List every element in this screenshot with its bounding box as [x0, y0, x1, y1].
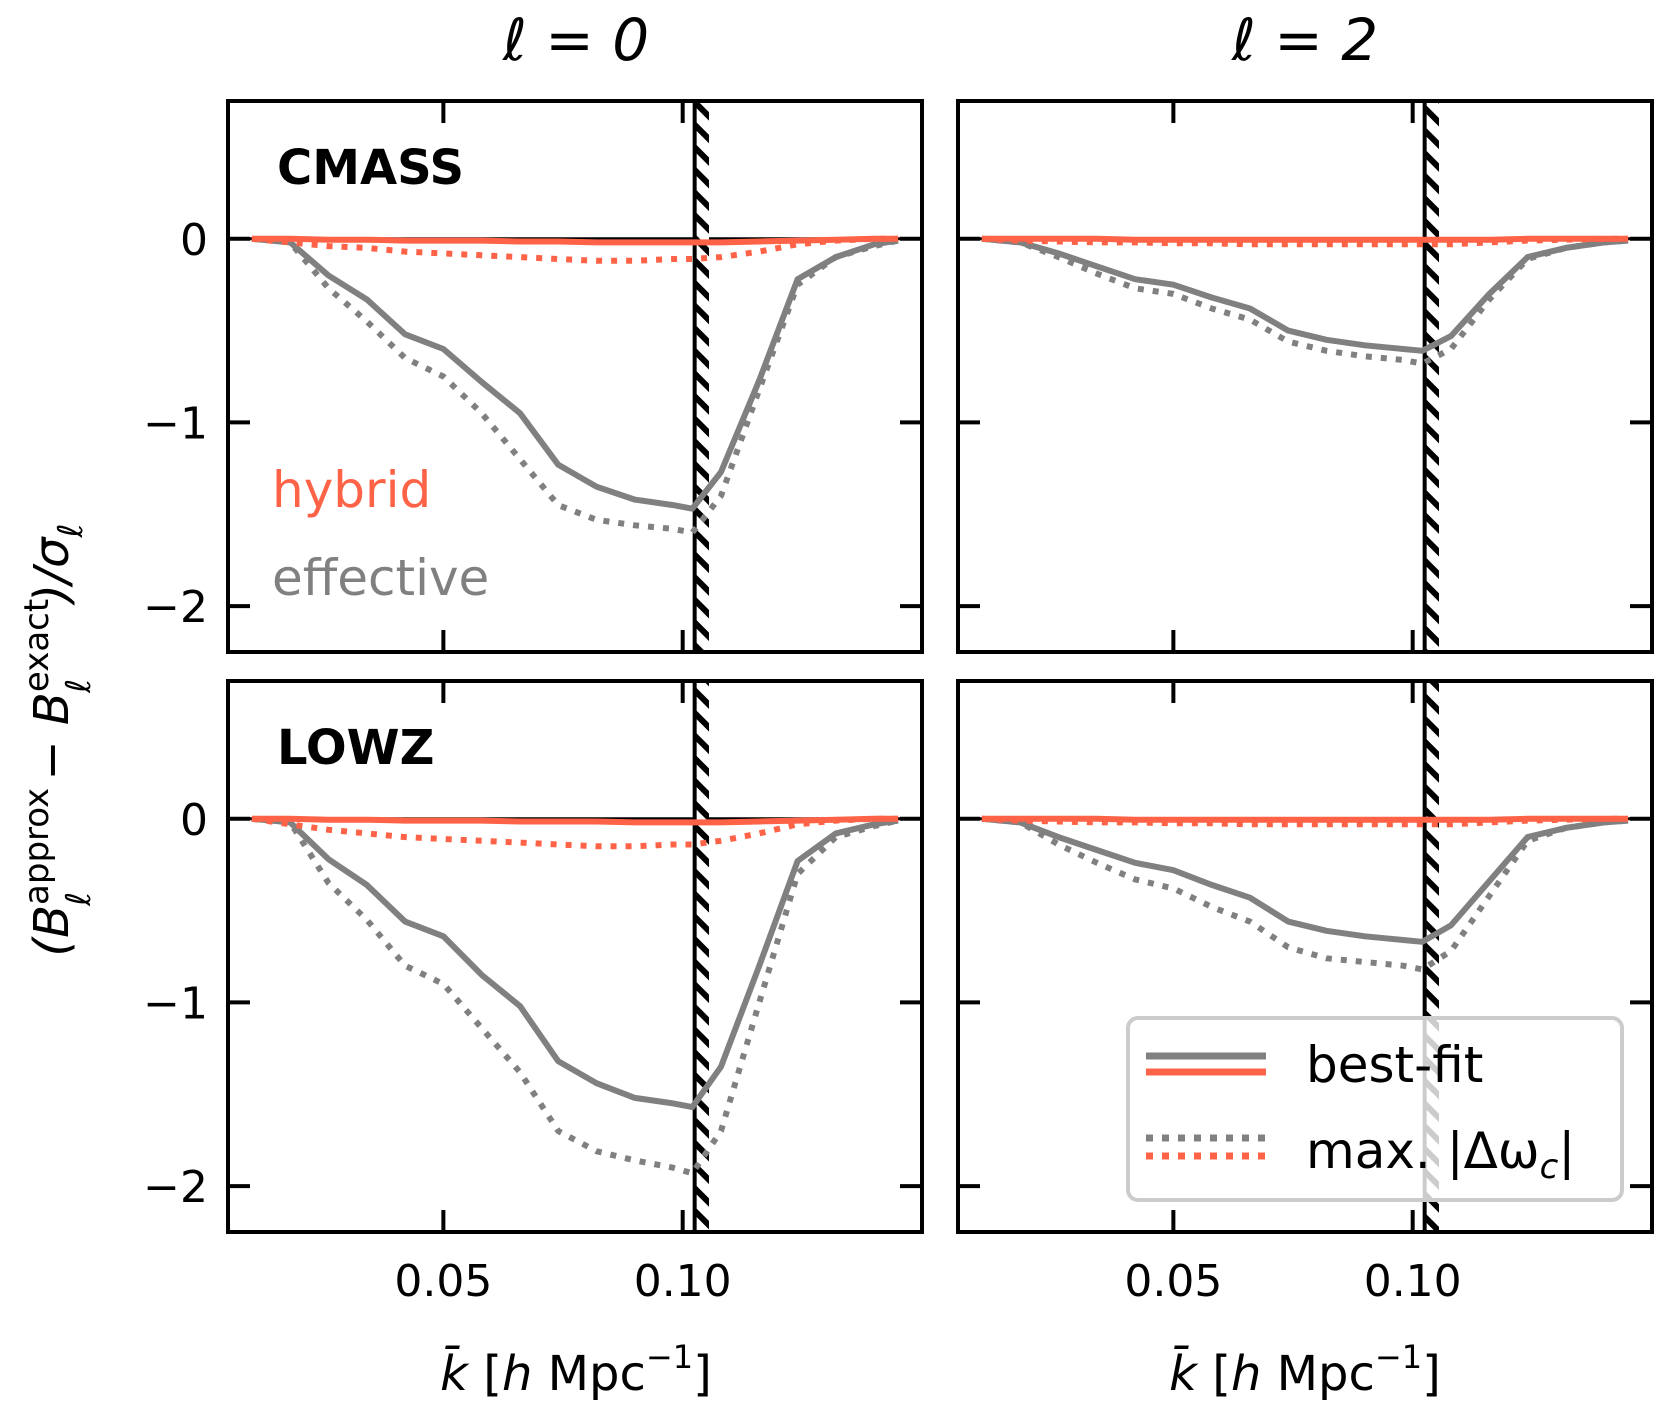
ytick-label: −1 — [143, 978, 208, 1029]
series-effective-max — [251, 235, 899, 536]
column-title-l2: ℓ = 2 — [1231, 6, 1378, 74]
panels: 0 −1 −2 CMASS 0 −1 −2 0.05 0.10 LOWZ 0.05 0.10 — [143, 99, 1654, 1307]
series-hybrid-max — [981, 235, 1629, 248]
y-axis-label: (Bapproxℓ − Bexactℓ)/σℓ — [17, 523, 99, 956]
series-effective-max — [981, 815, 1629, 973]
ytick-label: 0 — [180, 215, 208, 266]
ylabel-sub3: ℓ — [51, 523, 91, 538]
x-axis-label-right: k̄ [h Mpc−1] — [1169, 1338, 1441, 1402]
series-hybrid-best-fit — [251, 815, 899, 826]
ytick-label: −1 — [143, 398, 208, 449]
series-effective-best-fit — [981, 815, 1629, 945]
series-effective-max — [251, 815, 899, 1177]
ytick-label: 0 — [180, 795, 208, 846]
series-effective-best-fit — [251, 235, 899, 512]
legend-label-max: max. |Δωc| — [1306, 1122, 1575, 1187]
kmax-hatch-band — [694, 101, 710, 652]
ytick-label: −2 — [143, 582, 208, 633]
svg-text:(Bapproxℓ − Bexactℓ)/σℓ: (Bapproxℓ − Bexactℓ)/σℓ — [17, 523, 99, 956]
ylabel-sub1: ℓ — [59, 892, 99, 907]
series-hybrid-max — [251, 815, 899, 850]
xtick-label: 0.10 — [1364, 1256, 1462, 1307]
inline-label-effective: effective — [272, 549, 489, 607]
xtick-label: 0.05 — [394, 1256, 492, 1307]
ylabel-close: )/σ — [24, 536, 80, 606]
panel-4: 0.05 0.10 — [956, 679, 1654, 1307]
kmax-hatch-band — [694, 681, 710, 1232]
legend-label-bestfit: best-fit — [1306, 1036, 1483, 1094]
x-axis-label-left: k̄ [h Mpc−1] — [440, 1338, 712, 1402]
panel-tag: LOWZ — [277, 720, 434, 776]
series-effective-best-fit — [251, 815, 899, 1111]
panel-frame — [956, 99, 1654, 654]
series-hybrid-max — [251, 235, 899, 264]
panel-frame — [226, 99, 924, 654]
ylabel-sup2: exact — [17, 599, 57, 692]
series-effective-max — [981, 235, 1629, 367]
legend: best-fit max. |Δωc| — [1126, 1016, 1624, 1202]
series-hybrid-best-fit — [251, 235, 899, 246]
panel-2 — [956, 99, 1654, 654]
panel-tag: CMASS — [277, 140, 464, 196]
panel-frame — [956, 679, 1654, 1234]
ytick-label: −2 — [143, 1162, 208, 1213]
panel-3: 0 −1 −2 0.05 0.10 LOWZ — [143, 679, 924, 1307]
panel-1: 0 −1 −2 CMASS — [143, 99, 924, 654]
xtick-label: 0.05 — [1124, 1256, 1222, 1307]
ylabel-sub2a: ℓ — [59, 679, 99, 694]
ylabel-sup1: approx — [17, 788, 57, 905]
kmax-hatch-band — [1424, 101, 1440, 652]
panel-frame — [226, 679, 924, 1234]
ylabel-minus: − B — [24, 692, 80, 796]
series-hybrid-best-fit — [981, 235, 1629, 243]
series-hybrid-max — [981, 815, 1629, 828]
series-hybrid-best-fit — [981, 815, 1629, 823]
ylabel-open: (B — [24, 905, 80, 957]
column-title-l0: ℓ = 0 — [502, 6, 649, 74]
series-effective-best-fit — [981, 235, 1629, 354]
legend-box — [1126, 1016, 1624, 1202]
xtick-label: 0.10 — [634, 1256, 732, 1307]
inline-label-hybrid: hybrid — [272, 461, 431, 519]
